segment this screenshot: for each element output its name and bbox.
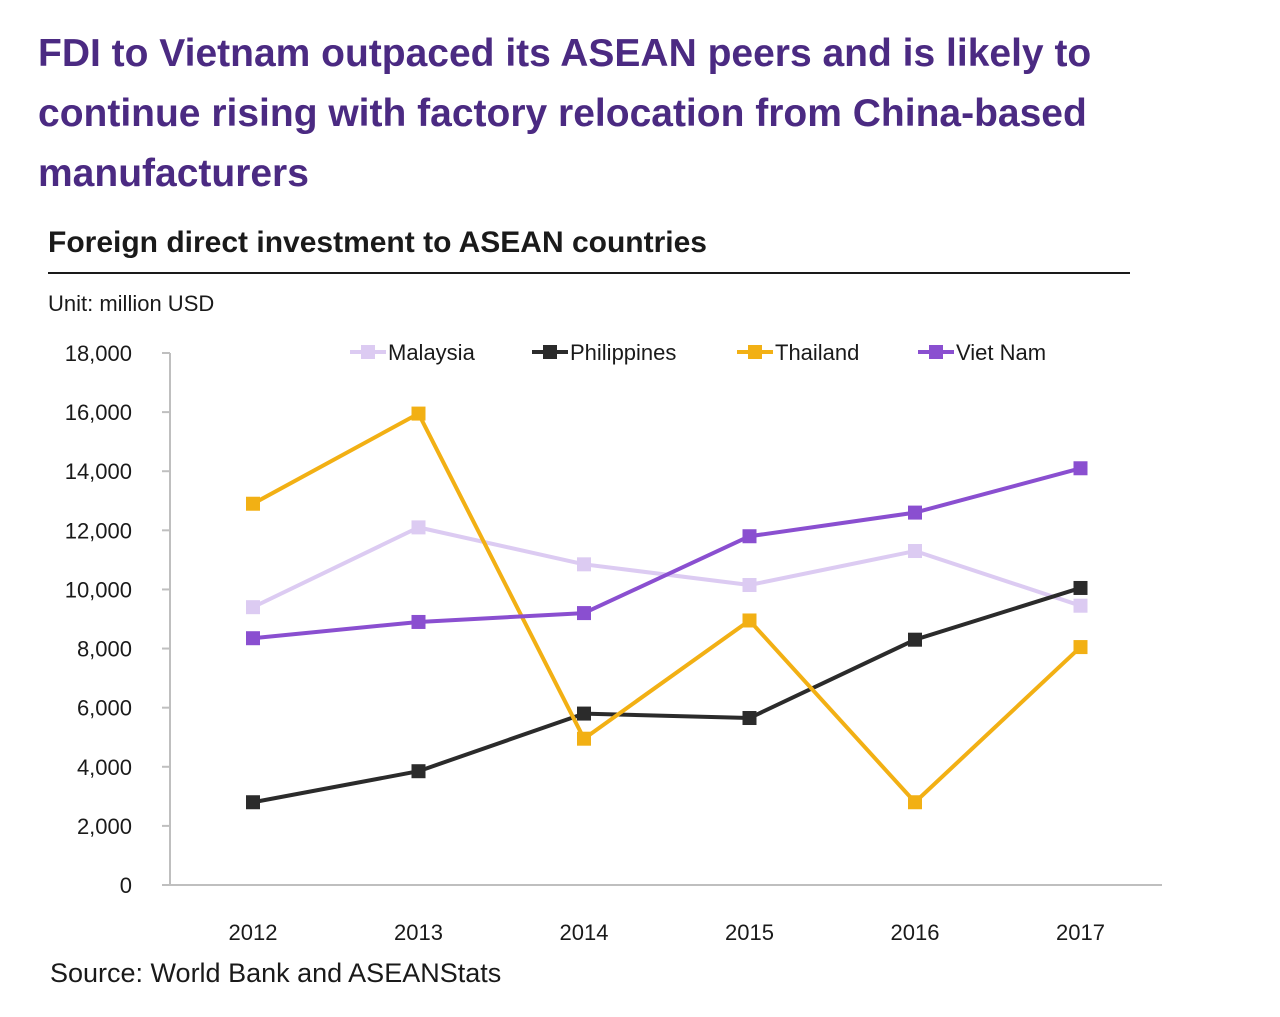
chart-series bbox=[246, 406, 1088, 810]
headline: FDI to Vietnam outpaced its ASEAN peers … bbox=[38, 32, 1092, 195]
y-tick-label: 14,000 bbox=[65, 459, 132, 484]
data-point-viet-nam bbox=[1073, 461, 1088, 476]
x-tick-label: 2014 bbox=[560, 920, 609, 945]
data-point-malaysia bbox=[577, 557, 591, 572]
title-rule bbox=[48, 272, 1130, 274]
y-tick-label: 0 bbox=[120, 873, 132, 898]
unit-label: Unit: million USD bbox=[48, 291, 215, 316]
legend-marker-viet-nam bbox=[929, 345, 943, 359]
x-tick-label: 2015 bbox=[725, 920, 774, 945]
legend-marker-philippines bbox=[543, 345, 557, 359]
data-point-viet-nam bbox=[577, 606, 591, 621]
legend-label-malaysia: Malaysia bbox=[388, 340, 476, 365]
data-point-thailand bbox=[1073, 640, 1088, 655]
series-line-philippines bbox=[252, 586, 1082, 805]
data-point-thailand bbox=[246, 496, 260, 511]
legend-label-philippines: Philippines bbox=[570, 340, 676, 365]
y-tick-label: 2,000 bbox=[77, 814, 132, 839]
chart-legend: Malaysia Philippines Thailand Viet Nam bbox=[350, 340, 1046, 365]
data-point-philippines bbox=[246, 795, 260, 810]
data-point-philippines bbox=[908, 632, 922, 647]
data-point-malaysia bbox=[411, 520, 426, 535]
data-point-philippines bbox=[411, 764, 426, 779]
data-point-viet-nam bbox=[908, 505, 922, 520]
legend-marker-malaysia bbox=[361, 345, 375, 359]
data-point-malaysia bbox=[1073, 598, 1088, 613]
legend-label-thailand: Thailand bbox=[775, 340, 859, 365]
y-tick-label: 8,000 bbox=[77, 637, 132, 662]
data-point-philippines bbox=[577, 706, 591, 721]
y-tick-label: 18,000 bbox=[65, 341, 132, 366]
data-point-viet-nam bbox=[742, 529, 757, 544]
chart-title: Foreign direct investment to ASEAN count… bbox=[48, 226, 707, 259]
y-tick-label: 16,000 bbox=[65, 400, 132, 425]
data-point-thailand bbox=[411, 406, 426, 421]
data-point-philippines bbox=[742, 711, 757, 726]
series-line-viet-nam bbox=[252, 466, 1082, 641]
data-point-viet-nam bbox=[411, 614, 426, 629]
data-point-thailand bbox=[742, 613, 757, 628]
series-line-thailand bbox=[252, 411, 1082, 805]
legend-label-viet-nam: Viet Nam bbox=[956, 340, 1046, 365]
x-tick-label: 2012 bbox=[229, 920, 278, 945]
data-point-malaysia bbox=[246, 600, 260, 615]
data-point-malaysia bbox=[742, 578, 757, 593]
chart-axes: 0 2,000 4,000 6,000 8,000 10,000 12,000 14,000 1… bbox=[65, 341, 1162, 945]
data-point-malaysia bbox=[908, 544, 922, 559]
y-tick-label: 4,000 bbox=[77, 755, 132, 780]
y-tick-label: 6,000 bbox=[77, 696, 132, 721]
y-tick-label: 12,000 bbox=[65, 518, 132, 543]
x-tick-label: 2013 bbox=[394, 920, 443, 945]
data-point-thailand bbox=[577, 731, 591, 746]
y-tick-label: 10,000 bbox=[65, 577, 132, 602]
data-point-viet-nam bbox=[246, 631, 260, 646]
series-line-malaysia bbox=[252, 525, 1082, 609]
data-point-philippines bbox=[1073, 580, 1088, 595]
legend-marker-thailand bbox=[748, 345, 762, 359]
x-tick-label: 2017 bbox=[1056, 920, 1105, 945]
data-point-thailand bbox=[908, 795, 922, 810]
source-note: Source: World Bank and ASEANStats bbox=[50, 958, 502, 988]
x-tick-label: 2016 bbox=[891, 920, 940, 945]
